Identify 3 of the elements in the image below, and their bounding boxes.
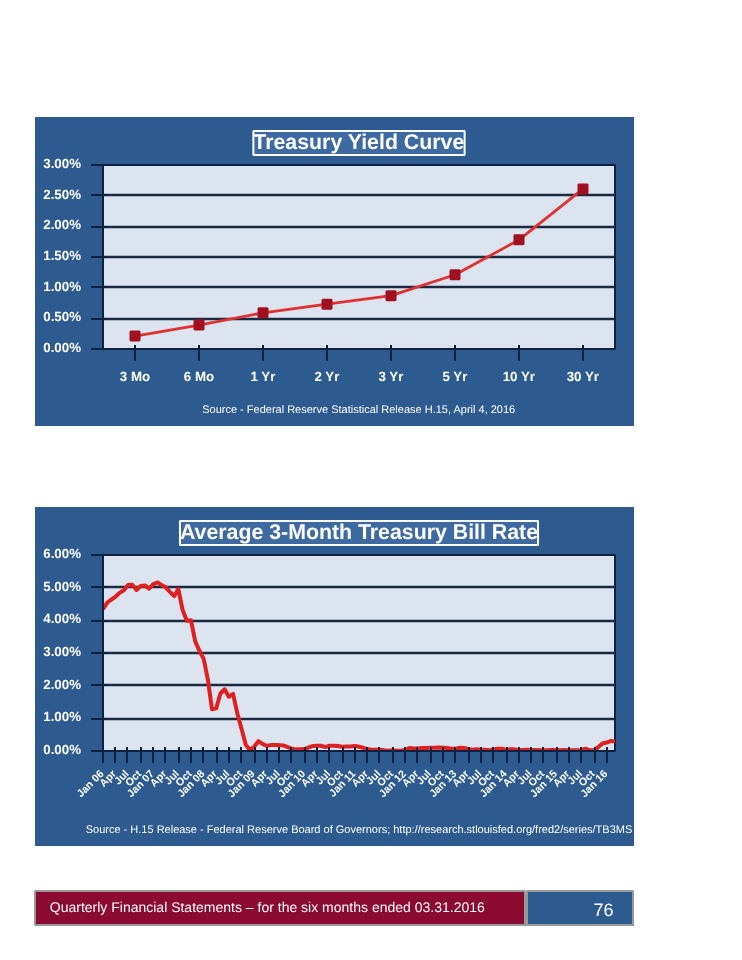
chart-title: Treasury Yield Curve — [253, 131, 465, 155]
chart-title: Average 3-Month Treasury Bill Rate — [179, 521, 539, 545]
text: 76 — [593, 900, 614, 920]
